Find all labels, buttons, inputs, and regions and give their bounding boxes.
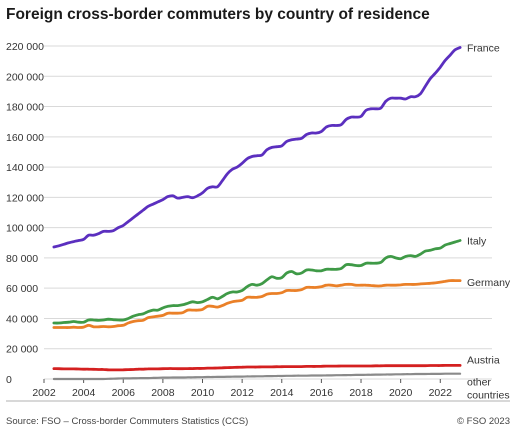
y-tick-label: 0 bbox=[6, 374, 12, 386]
series-label: Italy bbox=[467, 236, 487, 248]
y-tick-label: 180 000 bbox=[6, 102, 44, 114]
x-tick-label: 2016 bbox=[310, 387, 334, 399]
x-tick-label: 2012 bbox=[230, 387, 254, 399]
series-label: Germany bbox=[467, 277, 511, 289]
x-tick-label: 2010 bbox=[191, 387, 215, 399]
series-line-germany bbox=[52, 279, 462, 329]
x-tick-label: 2006 bbox=[112, 387, 136, 399]
y-tick-label: 20 000 bbox=[6, 344, 38, 356]
series-line-france bbox=[52, 46, 462, 249]
x-tick-label: 2020 bbox=[389, 387, 413, 399]
y-tick-label: 220 000 bbox=[6, 41, 44, 53]
source-note: Source: FSO – Cross-border Commuters Sta… bbox=[6, 416, 248, 427]
y-tick-label: 200 000 bbox=[6, 71, 44, 83]
x-tick-label: 2004 bbox=[72, 387, 96, 399]
y-tick-label: 120 000 bbox=[6, 192, 44, 204]
x-tick-label: 2002 bbox=[32, 387, 56, 399]
y-tick-label: 100 000 bbox=[6, 223, 44, 235]
y-tick-label: 80 000 bbox=[6, 253, 38, 265]
y-tick-label: 60 000 bbox=[6, 283, 38, 295]
gridlines bbox=[44, 45, 492, 380]
x-tick-label: 2008 bbox=[151, 387, 175, 399]
series-line-italy bbox=[52, 239, 462, 325]
y-tick-label: 140 000 bbox=[6, 162, 44, 174]
x-tick-label: 2018 bbox=[349, 387, 373, 399]
x-tick-label: 2022 bbox=[429, 387, 453, 399]
chart-title: Foreign cross-border commuters by countr… bbox=[6, 6, 430, 23]
series-label: France bbox=[467, 43, 500, 55]
x-axis-ticks: 2002 2004 2006 2008 2010 2012 2014 2016 2018 2020… bbox=[32, 379, 452, 399]
x-tick-label: 2014 bbox=[270, 387, 294, 399]
copyright-note: © FSO 2023 bbox=[457, 416, 510, 427]
series-line-austria bbox=[52, 364, 462, 372]
y-axis-ticks: 0 20 000 40 000 60 000 80 000 100 000 120 000 1… bbox=[6, 41, 44, 386]
series-line-other-countries bbox=[52, 372, 462, 381]
series-label: countries bbox=[467, 389, 510, 401]
series-label: other bbox=[467, 376, 491, 388]
y-tick-label: 160 000 bbox=[6, 132, 44, 144]
series-label: Austria bbox=[467, 354, 500, 366]
series-lines bbox=[52, 46, 462, 381]
y-tick-label: 40 000 bbox=[6, 313, 38, 325]
